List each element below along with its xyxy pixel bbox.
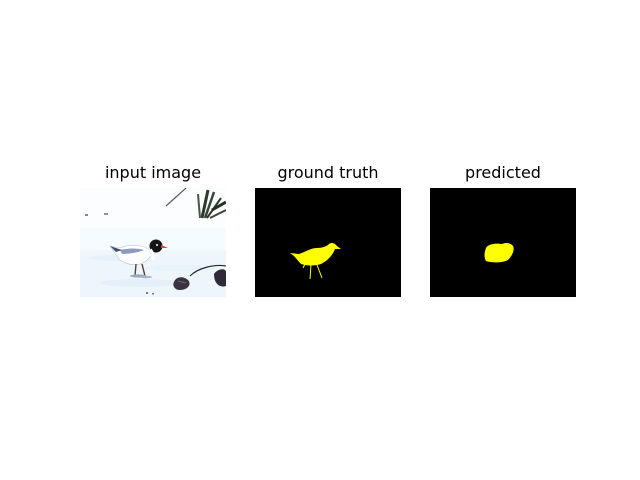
input-image-title: input image [104,163,202,182]
input-image [80,188,226,297]
predicted-title: predicted [465,163,541,182]
predicted-mask [430,188,576,297]
ground-truth-mask [255,188,401,297]
ground-truth-title: ground truth [277,163,379,182]
